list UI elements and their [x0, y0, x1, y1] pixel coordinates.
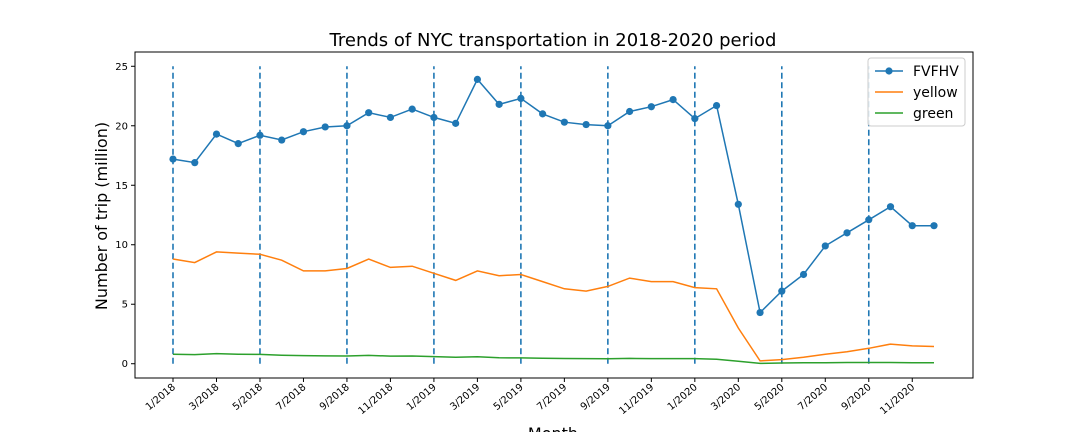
data-point-FVFHV — [539, 110, 547, 118]
data-point-FVFHV — [191, 159, 199, 167]
data-point-FVFHV — [865, 216, 873, 224]
data-point-FVFHV — [278, 136, 286, 144]
data-point-FVFHV — [473, 75, 481, 83]
data-point-FVFHV — [821, 242, 829, 250]
data-point-FVFHV — [212, 130, 221, 138]
data-point-FVFHV — [234, 140, 242, 148]
data-point-FVFHV — [256, 131, 264, 139]
data-point-FVFHV — [669, 95, 677, 104]
legend: FVFHV yellow green — [867, 57, 966, 127]
series-line-FVFHV — [172, 78, 934, 315]
legend-label-green: green — [913, 106, 953, 122]
y-tick-label: 5 — [122, 300, 128, 311]
x-axis-label: Month — [528, 424, 578, 432]
chart-title: Trends of NYC transportation in 2018-202… — [329, 30, 777, 51]
data-point-FVFHV — [647, 103, 655, 111]
data-point-FVFHV — [604, 122, 612, 130]
y-axis-label: Number of trip (million) — [92, 122, 111, 310]
legend-box — [867, 57, 966, 127]
y-tick-label: 15 — [115, 181, 128, 192]
data-point-FVFHV — [321, 123, 329, 131]
data-point-FVFHV — [386, 113, 395, 122]
data-point-FVFHV — [452, 119, 460, 127]
data-point-FVFHV — [495, 100, 503, 108]
data-point-FVFHV — [560, 118, 568, 126]
y-tick-label: 0 — [122, 359, 128, 370]
legend-marker-FVFHV — [885, 67, 893, 75]
data-point-FVFHV — [712, 101, 721, 110]
data-point-FVFHV — [517, 94, 525, 103]
y-tick-label: 25 — [115, 62, 128, 73]
y-tick-label: 10 — [115, 240, 128, 251]
data-point-FVFHV — [691, 115, 699, 123]
y-tick-label: 20 — [115, 121, 128, 132]
data-point-FVFHV — [169, 155, 177, 163]
data-point-FVFHV — [756, 308, 764, 317]
data-point-FVFHV — [582, 120, 590, 129]
data-point-FVFHV — [778, 287, 786, 295]
data-point-FVFHV — [299, 128, 308, 136]
plot-frame — [134, 51, 974, 379]
legend-label-FVFHV: FVFHV — [913, 64, 959, 80]
data-point-FVFHV — [908, 222, 916, 230]
data-point-FVFHV — [365, 109, 373, 117]
data-point-FVFHV — [408, 105, 416, 113]
series-line-green — [172, 352, 935, 365]
data-point-FVFHV — [799, 270, 808, 279]
data-point-FVFHV — [734, 200, 742, 208]
data-point-FVFHV — [843, 229, 851, 237]
data-point-FVFHV — [626, 107, 634, 116]
data-point-FVFHV — [343, 122, 351, 130]
plot-area — [169, 66, 938, 365]
legend-label-yellow: yellow — [913, 85, 958, 101]
series-line-yellow — [172, 251, 935, 362]
data-point-FVFHV — [886, 203, 895, 211]
data-point-FVFHV — [430, 113, 438, 122]
data-point-FVFHV — [930, 222, 938, 230]
